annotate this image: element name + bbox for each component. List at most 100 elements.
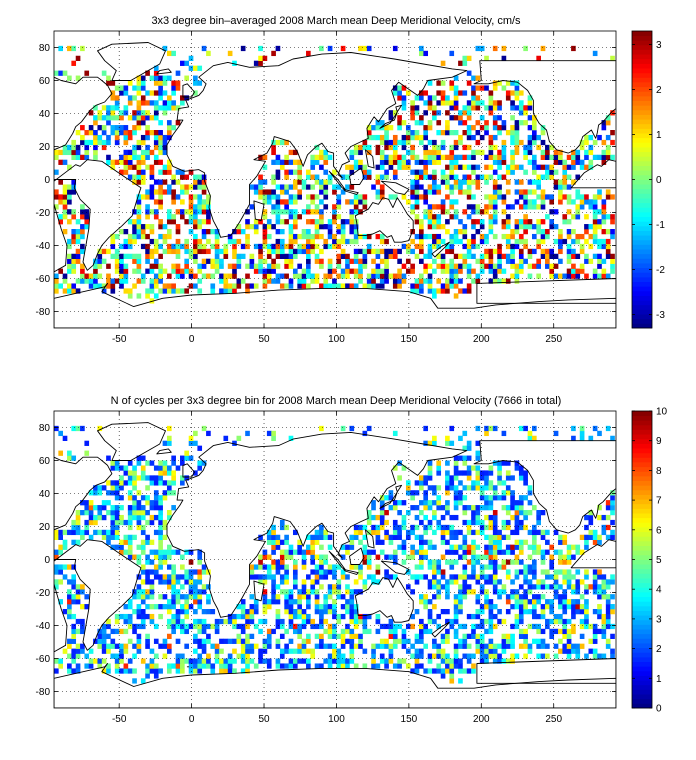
bin-cell — [75, 599, 81, 605]
bin-cell — [514, 589, 520, 595]
bin-cell — [518, 425, 524, 432]
bin-cell — [266, 574, 272, 580]
bin-cell — [193, 589, 198, 595]
bin-cell — [193, 204, 198, 210]
bin-cell — [292, 224, 298, 230]
colorbar-segment — [632, 109, 652, 115]
bin-cell — [366, 559, 372, 565]
bin-cell — [132, 609, 137, 615]
bin-cell — [410, 623, 415, 630]
bin-cell — [162, 549, 168, 555]
bin-cell — [284, 184, 289, 190]
bin-cell — [466, 633, 472, 639]
bin-cell — [180, 243, 185, 250]
bin-cell — [492, 589, 498, 595]
bin-cell — [306, 258, 311, 264]
bin-cell — [75, 233, 81, 240]
bin-cell — [458, 164, 463, 170]
bin-cell — [497, 268, 502, 274]
bin-cell — [110, 514, 116, 521]
bin-cell — [523, 604, 528, 610]
bin-cell — [566, 243, 572, 250]
bin-cell — [223, 288, 229, 294]
bin-cell — [132, 95, 137, 101]
bin-cell — [597, 430, 602, 437]
bin-cell — [119, 495, 124, 501]
bin-cell — [466, 70, 472, 76]
bin-cell — [184, 184, 190, 190]
bin-cell — [114, 524, 120, 531]
bin-cell — [236, 278, 242, 284]
bin-cell — [153, 144, 159, 151]
bin-cell — [62, 564, 68, 570]
bin-cell — [292, 574, 298, 580]
bin-cell — [432, 564, 437, 570]
bin-cell — [166, 465, 172, 471]
bin-cell — [132, 85, 137, 91]
bin-cell — [375, 524, 381, 531]
bin-cell — [71, 668, 77, 674]
bin-cell — [253, 189, 259, 195]
bin-cell — [419, 90, 424, 96]
bin-cell — [284, 243, 289, 250]
bin-cell — [397, 90, 402, 96]
bin-cell — [497, 125, 502, 131]
bin-cell — [258, 184, 263, 190]
bin-cell — [62, 273, 68, 279]
bin-cell — [484, 628, 489, 635]
bin-cell — [127, 495, 133, 501]
bin-cell — [336, 663, 342, 669]
bin-cell — [145, 485, 150, 491]
bin-cell — [232, 238, 237, 245]
bin-cell — [84, 278, 90, 284]
bin-cell — [471, 623, 476, 630]
bin-cell — [236, 613, 242, 620]
bin-cell — [214, 238, 220, 245]
bin-cell — [358, 618, 363, 625]
bin-cell — [371, 549, 376, 555]
bin-cell — [310, 539, 316, 545]
bin-cell — [362, 554, 368, 560]
bin-cell — [180, 574, 185, 580]
bin-cell — [106, 490, 111, 496]
y-tick-label: 40 — [39, 109, 51, 120]
bin-cell — [301, 233, 307, 240]
bin-cell — [436, 623, 442, 630]
bin-cell — [345, 589, 350, 595]
bin-cell — [166, 425, 172, 432]
bin-cell — [423, 425, 429, 432]
bin-cell — [310, 549, 316, 555]
bin-cell — [414, 184, 420, 190]
colorbar-segment — [632, 281, 652, 287]
bin-cell — [597, 594, 602, 600]
colorbar-segment — [632, 300, 652, 306]
bin-cell — [584, 134, 589, 141]
bin-cell — [540, 534, 546, 540]
bin-cell — [440, 238, 446, 245]
bin-cell — [462, 653, 468, 659]
bin-cell — [297, 243, 302, 250]
bin-cell — [132, 219, 137, 225]
bin-cell — [401, 559, 407, 565]
bin-cell — [114, 628, 120, 635]
bin-cell — [75, 253, 81, 259]
bin-cell — [67, 189, 72, 195]
bin-cell — [349, 238, 355, 245]
bin-cell — [114, 248, 120, 255]
bin-cell — [262, 273, 268, 279]
bin-cell — [149, 475, 155, 481]
bin-cell — [197, 623, 203, 630]
bin-cell — [166, 579, 172, 585]
bin-cell — [158, 149, 163, 156]
bin-cell — [436, 643, 442, 649]
bin-cell — [123, 648, 129, 654]
coastline — [166, 52, 468, 238]
bin-cell — [249, 648, 255, 654]
bin-cell — [445, 653, 450, 659]
bin-cell — [558, 189, 563, 195]
bin-cell — [162, 164, 168, 170]
bin-cell — [514, 130, 520, 136]
bin-cell — [153, 465, 159, 471]
bin-cell — [432, 238, 437, 245]
y-tick-label: 80 — [39, 43, 51, 54]
